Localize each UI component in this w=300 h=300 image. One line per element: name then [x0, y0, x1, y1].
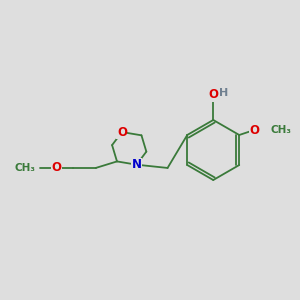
Text: O: O: [117, 126, 127, 139]
Text: CH₃: CH₃: [271, 125, 292, 135]
Text: O: O: [52, 161, 61, 174]
Text: H: H: [219, 88, 229, 98]
Text: CH₃: CH₃: [14, 163, 35, 173]
Text: O: O: [249, 124, 259, 136]
Text: N: N: [132, 158, 142, 171]
Text: O: O: [208, 88, 218, 101]
